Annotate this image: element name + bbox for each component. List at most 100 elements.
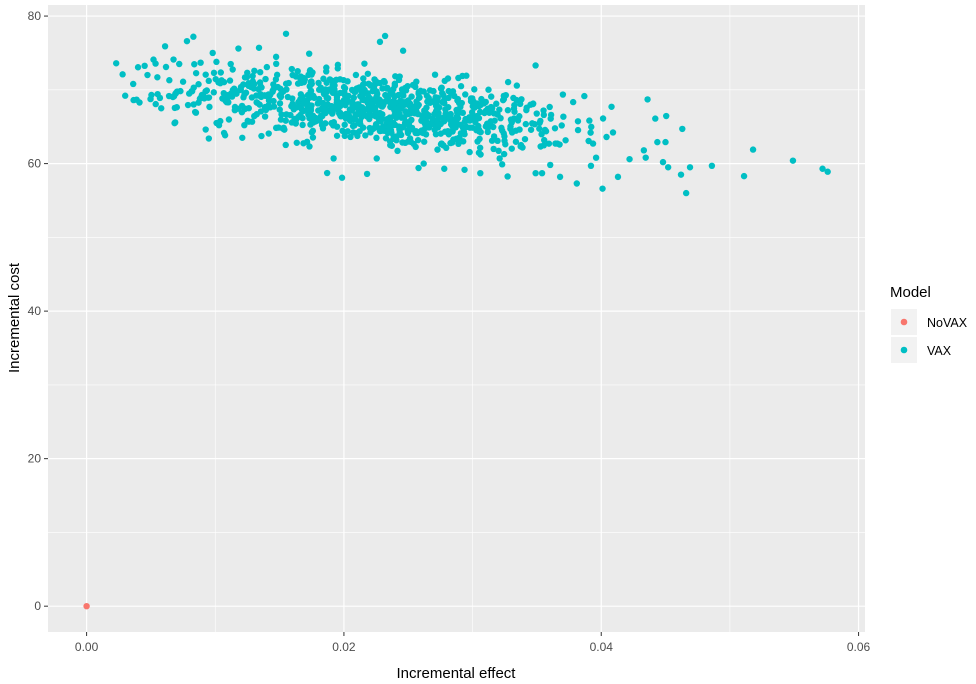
point-vax <box>393 133 400 140</box>
point-vax <box>527 126 535 133</box>
point-vax <box>435 121 442 128</box>
point-vax <box>121 92 129 99</box>
point-vax <box>298 106 306 113</box>
x-tick-label: 0.04 <box>590 640 614 654</box>
point-vax <box>538 169 546 177</box>
point-vax <box>749 146 757 153</box>
point-vax <box>455 74 462 82</box>
point-vax <box>294 67 301 75</box>
point-vax <box>361 86 368 94</box>
point-vax <box>495 147 502 155</box>
point-vax <box>507 123 514 130</box>
point-vax <box>308 78 315 85</box>
point-vax <box>338 174 346 181</box>
point-vax <box>333 123 341 130</box>
point-vax <box>195 99 202 106</box>
point-vax <box>171 104 179 112</box>
point-vax <box>679 125 686 133</box>
point-vax <box>404 126 411 134</box>
point-vax <box>197 59 204 66</box>
point-vax <box>323 169 331 177</box>
point-vax <box>323 68 330 75</box>
point-vax <box>238 108 246 116</box>
point-vax <box>406 135 414 142</box>
point-vax <box>467 98 475 105</box>
point-vax <box>475 149 483 156</box>
point-vax <box>330 119 338 126</box>
point-vax <box>488 137 496 144</box>
point-vax <box>166 77 173 84</box>
point-vax <box>340 97 347 104</box>
point-vax <box>300 100 307 107</box>
point-vax <box>381 32 389 40</box>
point-vax <box>386 138 394 145</box>
point-vax <box>299 93 306 100</box>
point-vax <box>457 83 465 90</box>
point-vax <box>460 138 467 145</box>
legend: Model NoVAX VAX <box>890 284 968 363</box>
point-vax <box>152 60 159 67</box>
x-tick-label: 0.00 <box>75 640 99 654</box>
point-vax <box>258 84 265 91</box>
point-vax <box>305 50 313 57</box>
point-vax <box>387 89 394 97</box>
point-vax <box>328 103 335 110</box>
point-vax <box>266 97 273 104</box>
point-vax <box>262 75 269 83</box>
point-vax <box>644 96 651 103</box>
point-vax <box>219 95 226 102</box>
x-tick-label: 0.02 <box>332 640 356 654</box>
point-vax <box>282 141 289 149</box>
point-vax <box>191 61 198 68</box>
point-vax <box>581 92 588 100</box>
point-vax <box>217 69 224 76</box>
point-vax <box>438 89 446 97</box>
point-vax <box>320 88 327 96</box>
point-vax <box>512 138 520 145</box>
point-vax <box>413 98 420 105</box>
point-vax <box>599 185 606 192</box>
point-vax <box>497 114 504 122</box>
point-vax <box>412 107 420 115</box>
point-vax <box>372 104 379 111</box>
point-vax <box>158 105 165 112</box>
point-vax <box>477 101 484 109</box>
x-tick-label: 0.06 <box>847 640 871 654</box>
point-vax <box>454 108 462 115</box>
y-axis-ticks: 0 20 40 60 80 <box>28 9 48 613</box>
point-vax <box>269 88 276 95</box>
point-vax <box>439 98 446 106</box>
point-vax <box>408 93 415 100</box>
point-vax <box>295 113 302 121</box>
point-vax <box>496 155 503 162</box>
point-vax <box>152 100 159 108</box>
point-vax <box>329 110 336 117</box>
point-vax <box>231 103 239 111</box>
point-vax <box>202 88 209 95</box>
point-vax <box>277 91 285 98</box>
point-vax <box>394 147 401 155</box>
point-vax <box>663 112 670 120</box>
point-vax <box>476 144 484 151</box>
y-tick-label: 40 <box>28 304 42 318</box>
point-vax <box>344 128 351 135</box>
point-vax <box>346 114 353 122</box>
point-vax <box>364 111 372 119</box>
point-vax <box>516 126 523 133</box>
point-vax <box>469 103 476 110</box>
point-vax <box>819 165 826 172</box>
point-vax <box>659 158 667 166</box>
point-vax <box>326 76 334 83</box>
point-vax <box>240 94 247 101</box>
point-vax <box>533 110 540 117</box>
point-vax <box>569 98 577 106</box>
point-vax <box>320 106 327 113</box>
point-vax <box>405 121 412 128</box>
point-vax <box>288 65 296 73</box>
point-vax <box>215 122 223 129</box>
point-vax <box>357 92 364 100</box>
point-vax <box>521 135 529 143</box>
point-vax <box>403 109 411 116</box>
point-vax <box>662 138 669 146</box>
